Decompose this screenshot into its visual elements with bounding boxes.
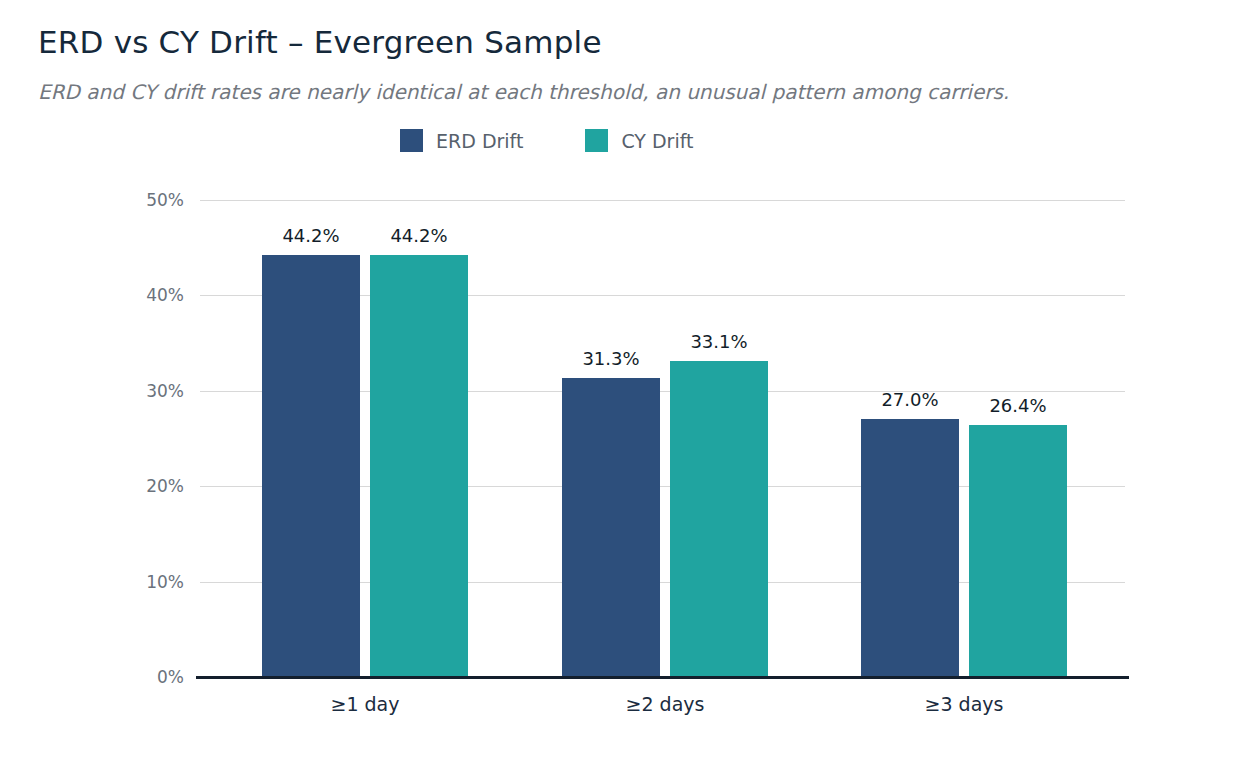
x-axis-label-2days: ≥2 days: [562, 693, 768, 715]
bar-group-2days: 31.3% 33.1% ≥2 days: [562, 200, 768, 677]
y-tick-label-50: 50%: [114, 190, 184, 210]
legend-label-cy-drift: CY Drift: [621, 130, 693, 152]
bar-cy-1day: [370, 255, 468, 677]
bar-value-label: 44.2%: [282, 225, 339, 246]
bar-value-label: 44.2%: [390, 225, 447, 246]
legend-label-erd-drift: ERD Drift: [436, 130, 523, 152]
chart-title: ERD vs CY Drift – Evergreen Sample: [38, 24, 602, 60]
bar-column: 44.2%: [262, 200, 360, 677]
bar-erd-1day: [262, 255, 360, 677]
bar-column: 27.0%: [861, 200, 959, 677]
bar-value-label: 31.3%: [582, 348, 639, 369]
bar-cy-2days: [670, 361, 768, 677]
y-tick-label-30: 30%: [114, 381, 184, 401]
y-tick-label-10: 10%: [114, 572, 184, 592]
chart-subtitle: ERD and CY drift rates are nearly identi…: [38, 80, 1009, 104]
y-tick-label-40: 40%: [114, 285, 184, 305]
x-axis-label-1day: ≥1 day: [262, 693, 468, 715]
bar-group-3days: 27.0% 26.4% ≥3 days: [861, 200, 1067, 677]
legend-item-erd-drift: ERD Drift: [400, 129, 523, 152]
bar-group-1day: 44.2% 44.2% ≥1 day: [262, 200, 468, 677]
x-axis-label-3days: ≥3 days: [861, 693, 1067, 715]
legend: ERD Drift CY Drift: [400, 129, 694, 152]
legend-swatch-cy-drift: [585, 129, 608, 152]
x-axis-baseline: [196, 676, 1129, 679]
bar-column: 44.2%: [370, 200, 468, 677]
bar-erd-3days: [861, 419, 959, 677]
chart-page: ERD vs CY Drift – Evergreen Sample ERD a…: [0, 0, 1240, 760]
bar-value-label: 27.0%: [881, 389, 938, 410]
bar-value-label: 26.4%: [989, 395, 1046, 416]
bar-cy-3days: [969, 425, 1067, 677]
y-tick-label-20: 20%: [114, 476, 184, 496]
bar-column: 26.4%: [969, 200, 1067, 677]
y-tick-label-0: 0%: [114, 667, 184, 687]
bar-value-label: 33.1%: [690, 331, 747, 352]
bar-column: 33.1%: [670, 200, 768, 677]
legend-item-cy-drift: CY Drift: [585, 129, 693, 152]
bar-column: 31.3%: [562, 200, 660, 677]
bar-erd-2days: [562, 378, 660, 677]
legend-swatch-erd-drift: [400, 129, 423, 152]
plot-area: 0% 10% 20% 30% 40% 50% 44.2% 44.2% ≥1 da…: [200, 200, 1125, 677]
